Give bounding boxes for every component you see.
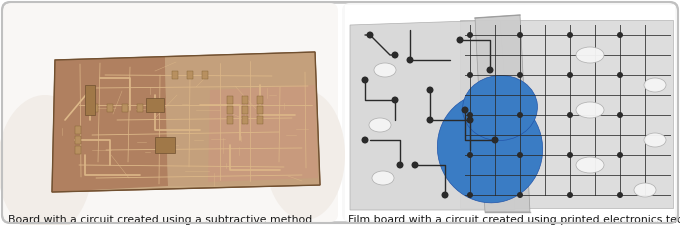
- Bar: [242, 96, 248, 104]
- Circle shape: [441, 191, 449, 198]
- Bar: [75, 146, 81, 154]
- Ellipse shape: [372, 171, 394, 185]
- Circle shape: [567, 32, 573, 38]
- Circle shape: [492, 137, 498, 144]
- Bar: [257, 116, 263, 124]
- Circle shape: [467, 32, 473, 38]
- Circle shape: [467, 192, 473, 198]
- Bar: [85, 85, 95, 115]
- Circle shape: [617, 72, 623, 78]
- Bar: [257, 106, 263, 114]
- Ellipse shape: [634, 183, 656, 197]
- Circle shape: [362, 76, 369, 83]
- Bar: [137, 104, 143, 112]
- Circle shape: [567, 112, 573, 118]
- Bar: [75, 136, 81, 144]
- Circle shape: [617, 152, 623, 158]
- Circle shape: [517, 152, 523, 158]
- Circle shape: [467, 152, 473, 158]
- Circle shape: [466, 117, 473, 124]
- Circle shape: [567, 152, 573, 158]
- Circle shape: [567, 192, 573, 198]
- Bar: [122, 104, 128, 112]
- Ellipse shape: [576, 157, 604, 173]
- Circle shape: [467, 72, 473, 78]
- Polygon shape: [475, 15, 530, 212]
- Text: Board with a circuit created using a subtractive method: Board with a circuit created using a sub…: [8, 215, 312, 225]
- Circle shape: [362, 137, 369, 144]
- Text: Film board with a circuit created using printed electronics technology: Film board with a circuit created using …: [348, 215, 680, 225]
- Ellipse shape: [462, 75, 537, 141]
- Circle shape: [517, 192, 523, 198]
- Bar: [92, 104, 98, 112]
- Bar: [242, 116, 248, 124]
- Polygon shape: [52, 52, 320, 192]
- Bar: [227, 96, 233, 104]
- Polygon shape: [208, 85, 318, 182]
- Ellipse shape: [265, 90, 345, 220]
- FancyBboxPatch shape: [3, 3, 677, 222]
- Ellipse shape: [644, 133, 666, 147]
- Circle shape: [407, 56, 413, 63]
- Ellipse shape: [437, 93, 543, 203]
- Bar: [257, 96, 263, 104]
- Ellipse shape: [374, 63, 396, 77]
- Ellipse shape: [0, 95, 92, 225]
- Circle shape: [411, 162, 418, 169]
- Polygon shape: [350, 20, 515, 210]
- Bar: [187, 71, 193, 79]
- Circle shape: [486, 67, 494, 74]
- Circle shape: [517, 72, 523, 78]
- Bar: [172, 71, 178, 79]
- Bar: [155, 137, 175, 153]
- Polygon shape: [52, 57, 168, 192]
- Circle shape: [517, 112, 523, 118]
- Circle shape: [462, 106, 469, 113]
- Circle shape: [396, 162, 403, 169]
- Circle shape: [392, 52, 398, 58]
- Bar: [107, 104, 113, 112]
- Bar: [146, 98, 164, 112]
- Bar: [242, 106, 248, 114]
- Bar: [227, 106, 233, 114]
- Circle shape: [426, 117, 434, 124]
- Bar: [75, 126, 81, 134]
- Polygon shape: [460, 20, 673, 208]
- Circle shape: [617, 32, 623, 38]
- FancyBboxPatch shape: [3, 3, 338, 222]
- Circle shape: [467, 112, 473, 118]
- Circle shape: [426, 86, 434, 94]
- Ellipse shape: [576, 102, 604, 118]
- Bar: [202, 71, 208, 79]
- Circle shape: [617, 112, 623, 118]
- Circle shape: [617, 192, 623, 198]
- FancyBboxPatch shape: [342, 3, 677, 222]
- Bar: [345, 5, 675, 220]
- Ellipse shape: [369, 118, 391, 132]
- Circle shape: [567, 72, 573, 78]
- Polygon shape: [165, 52, 320, 186]
- Bar: [227, 116, 233, 124]
- Circle shape: [367, 32, 373, 38]
- Ellipse shape: [644, 78, 666, 92]
- Circle shape: [517, 32, 523, 38]
- Circle shape: [456, 36, 464, 43]
- Circle shape: [392, 97, 398, 104]
- Ellipse shape: [576, 47, 604, 63]
